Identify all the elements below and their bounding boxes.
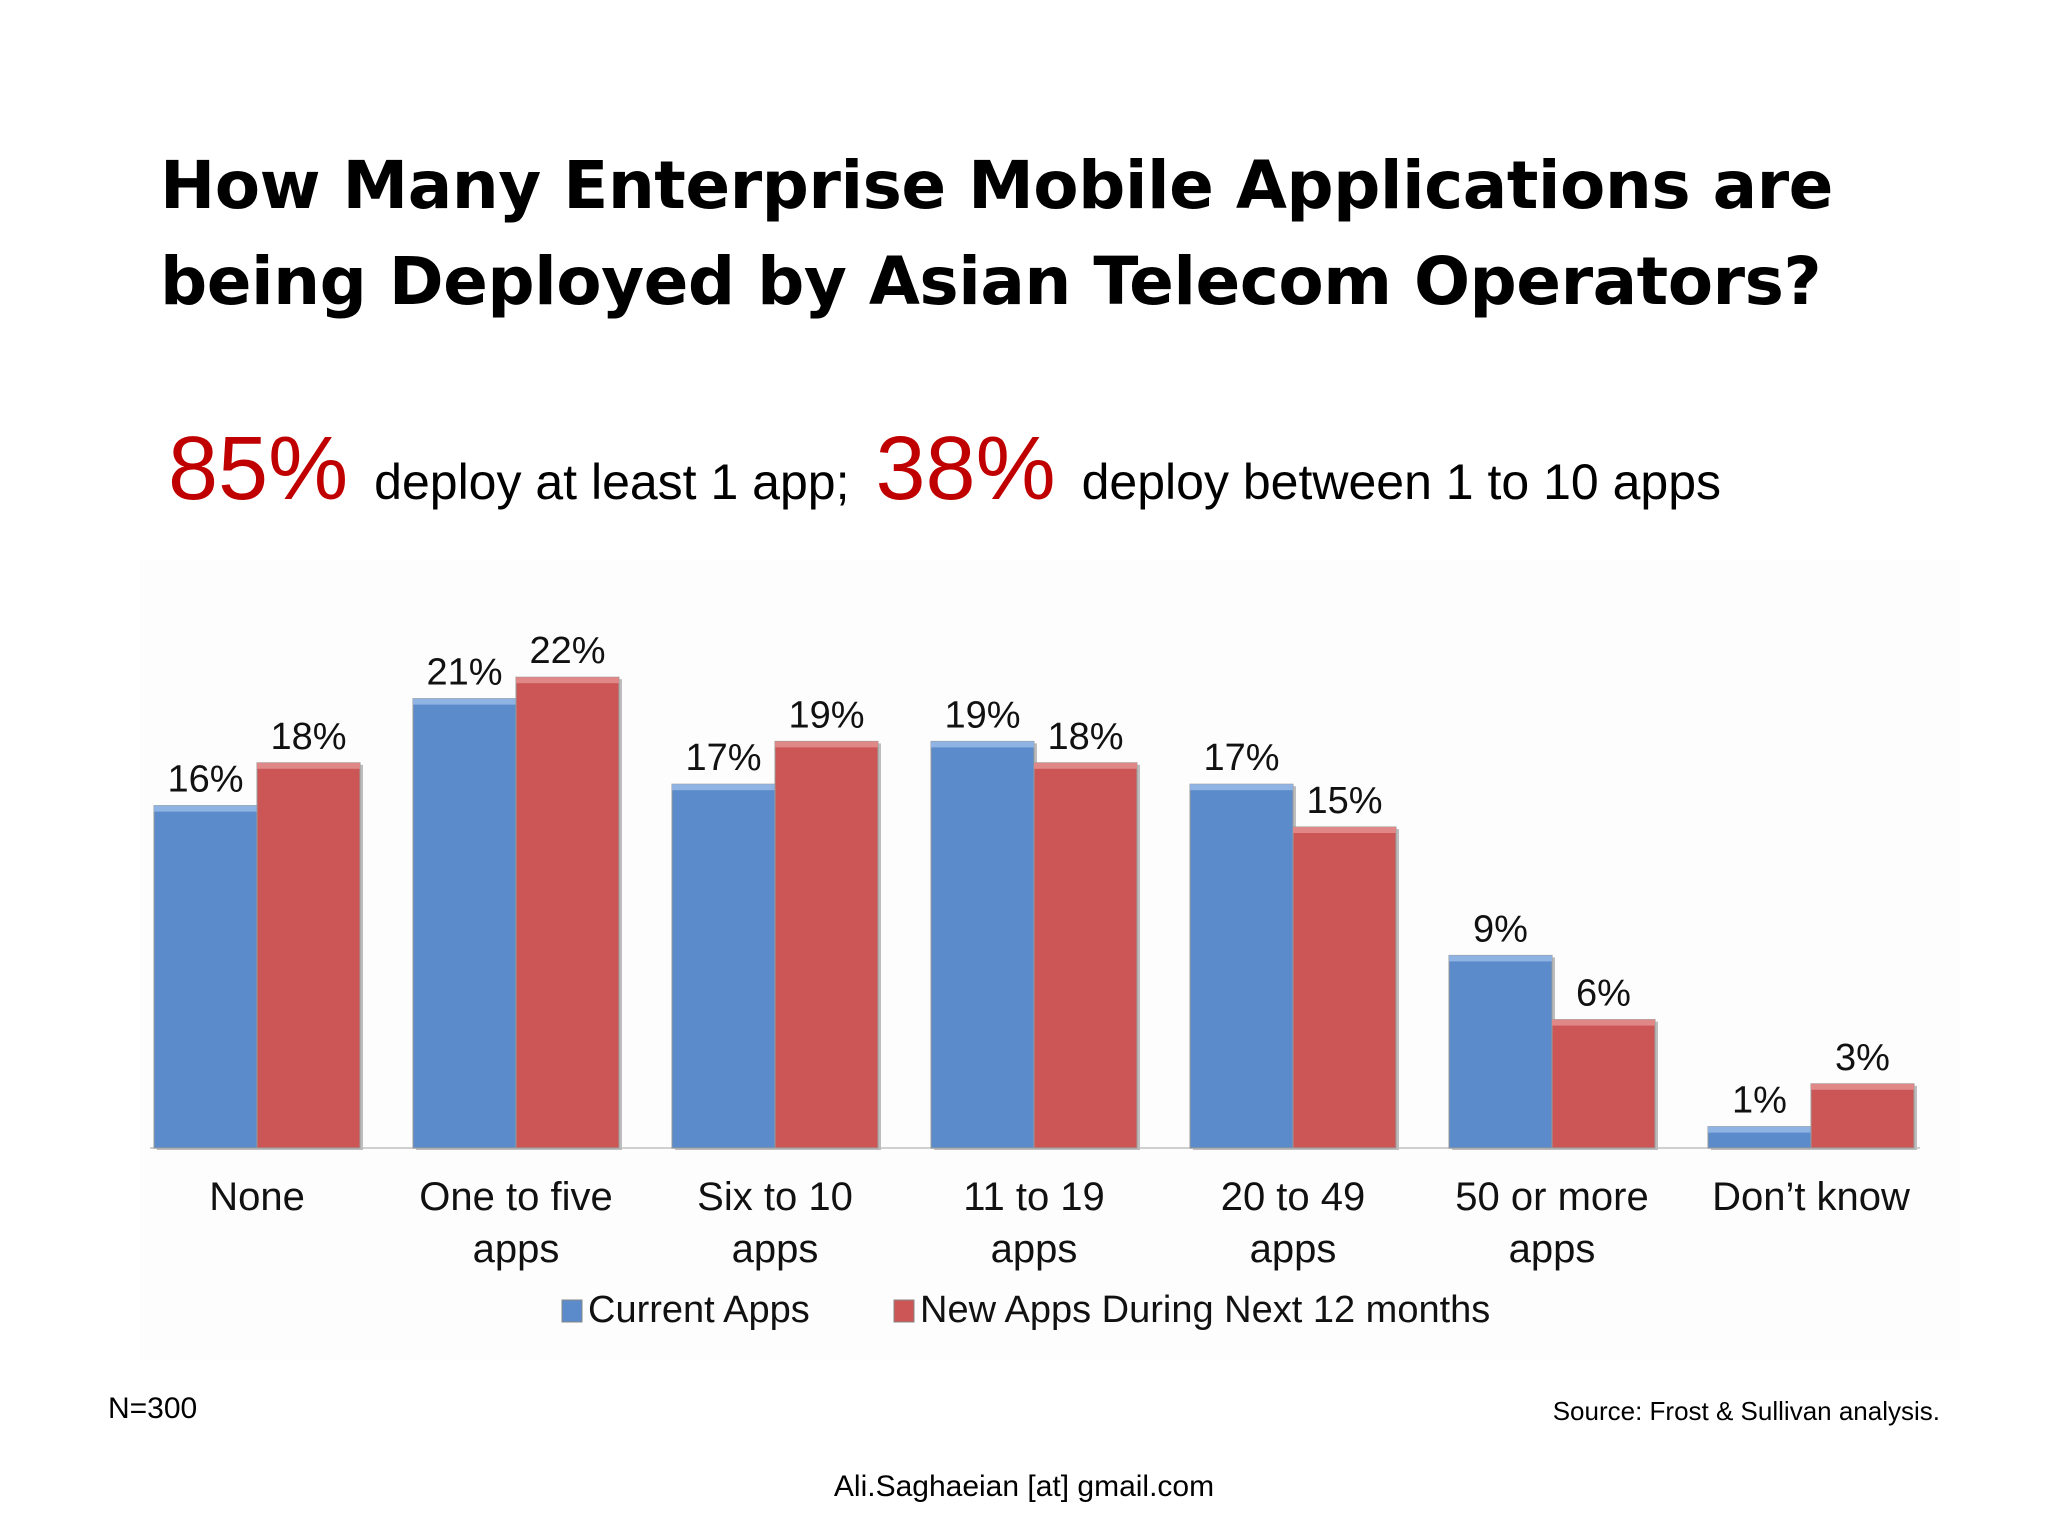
bar-body xyxy=(1189,783,1294,1149)
legend-label: New Apps During Next 12 months xyxy=(920,1289,1490,1331)
bar-new-4 xyxy=(1292,826,1399,1150)
data-label-current-6: 1% xyxy=(1732,1080,1787,1122)
bar-new-0 xyxy=(256,762,363,1150)
headline: 85% deploy at least 1 app; 38% deploy betwe… xyxy=(168,418,1988,519)
source-note: Source: Frost & Sullivan analysis. xyxy=(1552,1396,1940,1426)
bar-top xyxy=(154,805,257,812)
bar-new-2 xyxy=(774,740,881,1150)
data-label-current-3: 19% xyxy=(944,694,1020,736)
category-label-3-line-0: 11 to 19 xyxy=(963,1175,1105,1219)
category-label-4-line-1: apps xyxy=(1250,1227,1337,1271)
data-label-current-2: 17% xyxy=(685,737,761,779)
category-label-2-line-1: apps xyxy=(732,1227,819,1271)
bar-body xyxy=(1292,826,1397,1149)
bar-new-5 xyxy=(1551,1019,1658,1150)
bar-top xyxy=(1708,1126,1811,1133)
data-label-current-1: 21% xyxy=(426,652,502,694)
bar-top xyxy=(775,741,878,748)
bar-new-6 xyxy=(1810,1083,1917,1150)
bar-new-1 xyxy=(515,676,622,1150)
headline-pct-1: 85% xyxy=(168,419,349,519)
sample-size: N=300 xyxy=(108,1392,198,1425)
bar-body xyxy=(1551,1019,1656,1149)
category-label-0-line-0: None xyxy=(209,1175,305,1219)
bar-top xyxy=(1293,827,1396,833)
legend-new: New Apps During Next 12 months xyxy=(893,1289,1490,1331)
bar-body xyxy=(1033,762,1138,1149)
bar-top xyxy=(1190,784,1293,791)
bar-new-3 xyxy=(1033,762,1140,1150)
data-label-current-5: 9% xyxy=(1473,908,1528,950)
bar-body xyxy=(930,740,1035,1149)
category-label-6-line-0: Don’t know xyxy=(1712,1175,1910,1219)
bar-top xyxy=(1449,955,1552,962)
category-label-2-line-0: Six to 10 xyxy=(697,1175,853,1219)
bar-body xyxy=(671,783,776,1149)
bar-current-3 xyxy=(930,740,1037,1150)
bar-current-4 xyxy=(1189,783,1296,1150)
bar-top xyxy=(1034,762,1137,769)
bar-current-2 xyxy=(671,783,778,1150)
bar-top xyxy=(1811,1083,1914,1090)
legend-label: Current Apps xyxy=(588,1289,810,1331)
data-label-new-3: 18% xyxy=(1047,716,1123,758)
bar-current-1 xyxy=(412,698,519,1150)
data-label-current-0: 16% xyxy=(167,759,243,801)
category-label-1-line-0: One to five xyxy=(419,1175,612,1219)
slide-title-line-1: How Many Enterprise Mobile Applications … xyxy=(160,147,1833,224)
legend-swatch xyxy=(561,1299,583,1323)
bar-current-0 xyxy=(153,805,260,1150)
category-label-1-line-1: apps xyxy=(473,1227,560,1271)
bar-top xyxy=(257,762,360,769)
headline-pct-2: 38% xyxy=(875,419,1056,519)
data-label-new-4: 15% xyxy=(1306,780,1382,822)
bar-current-6 xyxy=(1707,1126,1814,1150)
data-label-current-4: 17% xyxy=(1203,737,1279,779)
headline-text-1: deploy at least 1 app; xyxy=(374,454,850,510)
bar-body xyxy=(515,676,620,1149)
bar-current-5 xyxy=(1448,954,1555,1150)
data-label-new-2: 19% xyxy=(788,694,864,736)
bar-top xyxy=(931,741,1034,748)
category-label-3-line-1: apps xyxy=(991,1227,1078,1271)
bar-chart: 16% 18% None 21% 22% One to five apps 17% 19% Six… xyxy=(140,560,1960,1360)
footer-email: Ali.Saghaeian [at] gmail.com xyxy=(833,1470,1215,1503)
category-label-5-line-1: apps xyxy=(1509,1227,1596,1271)
bar-body xyxy=(1810,1083,1915,1149)
legend-current: Current Apps xyxy=(561,1289,810,1331)
bar-body xyxy=(256,762,361,1149)
bar-top xyxy=(1552,1019,1655,1026)
slide-title-line-2: being Deployed by Asian Telecom Operator… xyxy=(160,243,1822,320)
bar-top xyxy=(516,677,619,684)
slide-title: How Many Enterprise Mobile Applications … xyxy=(160,138,1920,330)
data-label-new-6: 3% xyxy=(1835,1037,1890,1079)
bar-body xyxy=(1448,954,1553,1149)
data-label-new-1: 22% xyxy=(529,630,605,672)
data-label-new-5: 6% xyxy=(1576,973,1631,1015)
category-label-5-line-0: 50 or more xyxy=(1455,1175,1648,1219)
bar-top xyxy=(672,784,775,791)
legend-swatch xyxy=(893,1299,915,1323)
bar-body xyxy=(412,698,517,1149)
bar-top xyxy=(413,698,516,705)
headline-text-2: deploy between 1 to 10 apps xyxy=(1081,454,1722,510)
category-label-4-line-0: 20 to 49 xyxy=(1221,1175,1366,1219)
bar-body xyxy=(153,805,258,1149)
bar-body xyxy=(774,740,879,1149)
data-label-new-0: 18% xyxy=(270,716,346,758)
chart-area: 16% 18% None 21% 22% One to five apps 17% 19% Six… xyxy=(100,560,1980,1450)
